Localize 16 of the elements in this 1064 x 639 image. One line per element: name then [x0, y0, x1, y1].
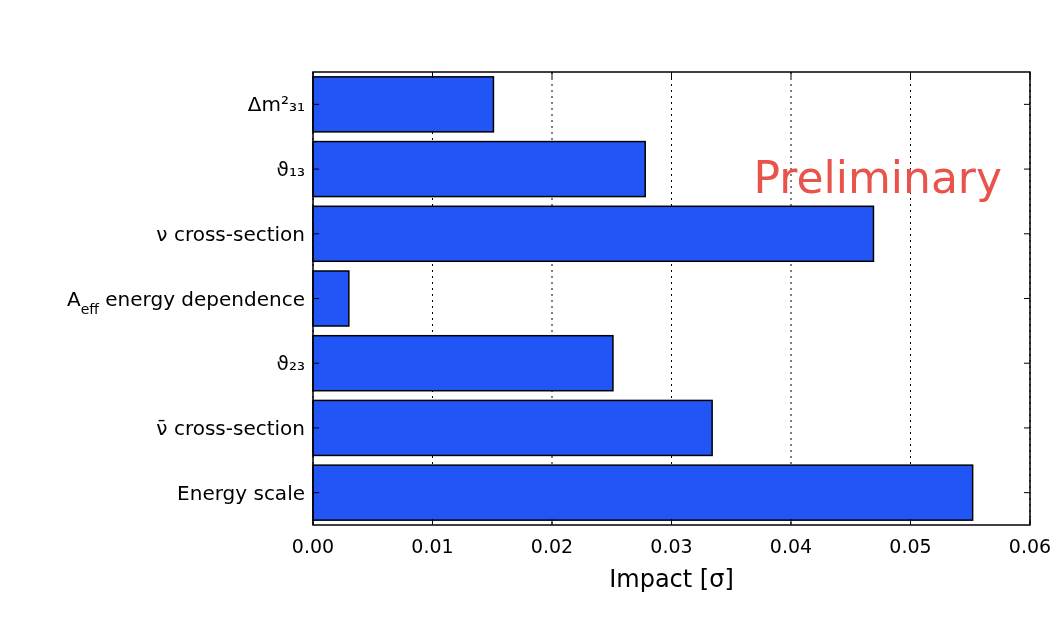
y-tick-label: Δm²₃₁: [247, 92, 305, 117]
x-tick-label: 0.01: [411, 535, 454, 557]
x-tick-label: 0.05: [889, 535, 932, 557]
x-tick-label: 0.03: [650, 535, 693, 557]
annotation: Preliminary: [753, 152, 1002, 203]
x-tick-label: 0.04: [769, 535, 813, 557]
x-tick-label: 0.02: [530, 535, 574, 557]
x-tick-label: 0.00: [291, 535, 335, 557]
y-tick-label: ν̄ cross-section: [156, 415, 305, 440]
x-axis-title: Impact [σ]: [609, 565, 734, 593]
x-tick-label: 0.06: [1008, 535, 1052, 557]
y-tick-label: Energy scale: [177, 480, 305, 505]
y-tick-label: ν cross-section: [156, 221, 305, 246]
y-tick-label: A$_{eff}$ energy dependence: [66, 286, 305, 317]
y-tick-label: ϑ₁₃: [276, 157, 305, 182]
y-tick-label: ϑ₂₃: [276, 351, 305, 376]
